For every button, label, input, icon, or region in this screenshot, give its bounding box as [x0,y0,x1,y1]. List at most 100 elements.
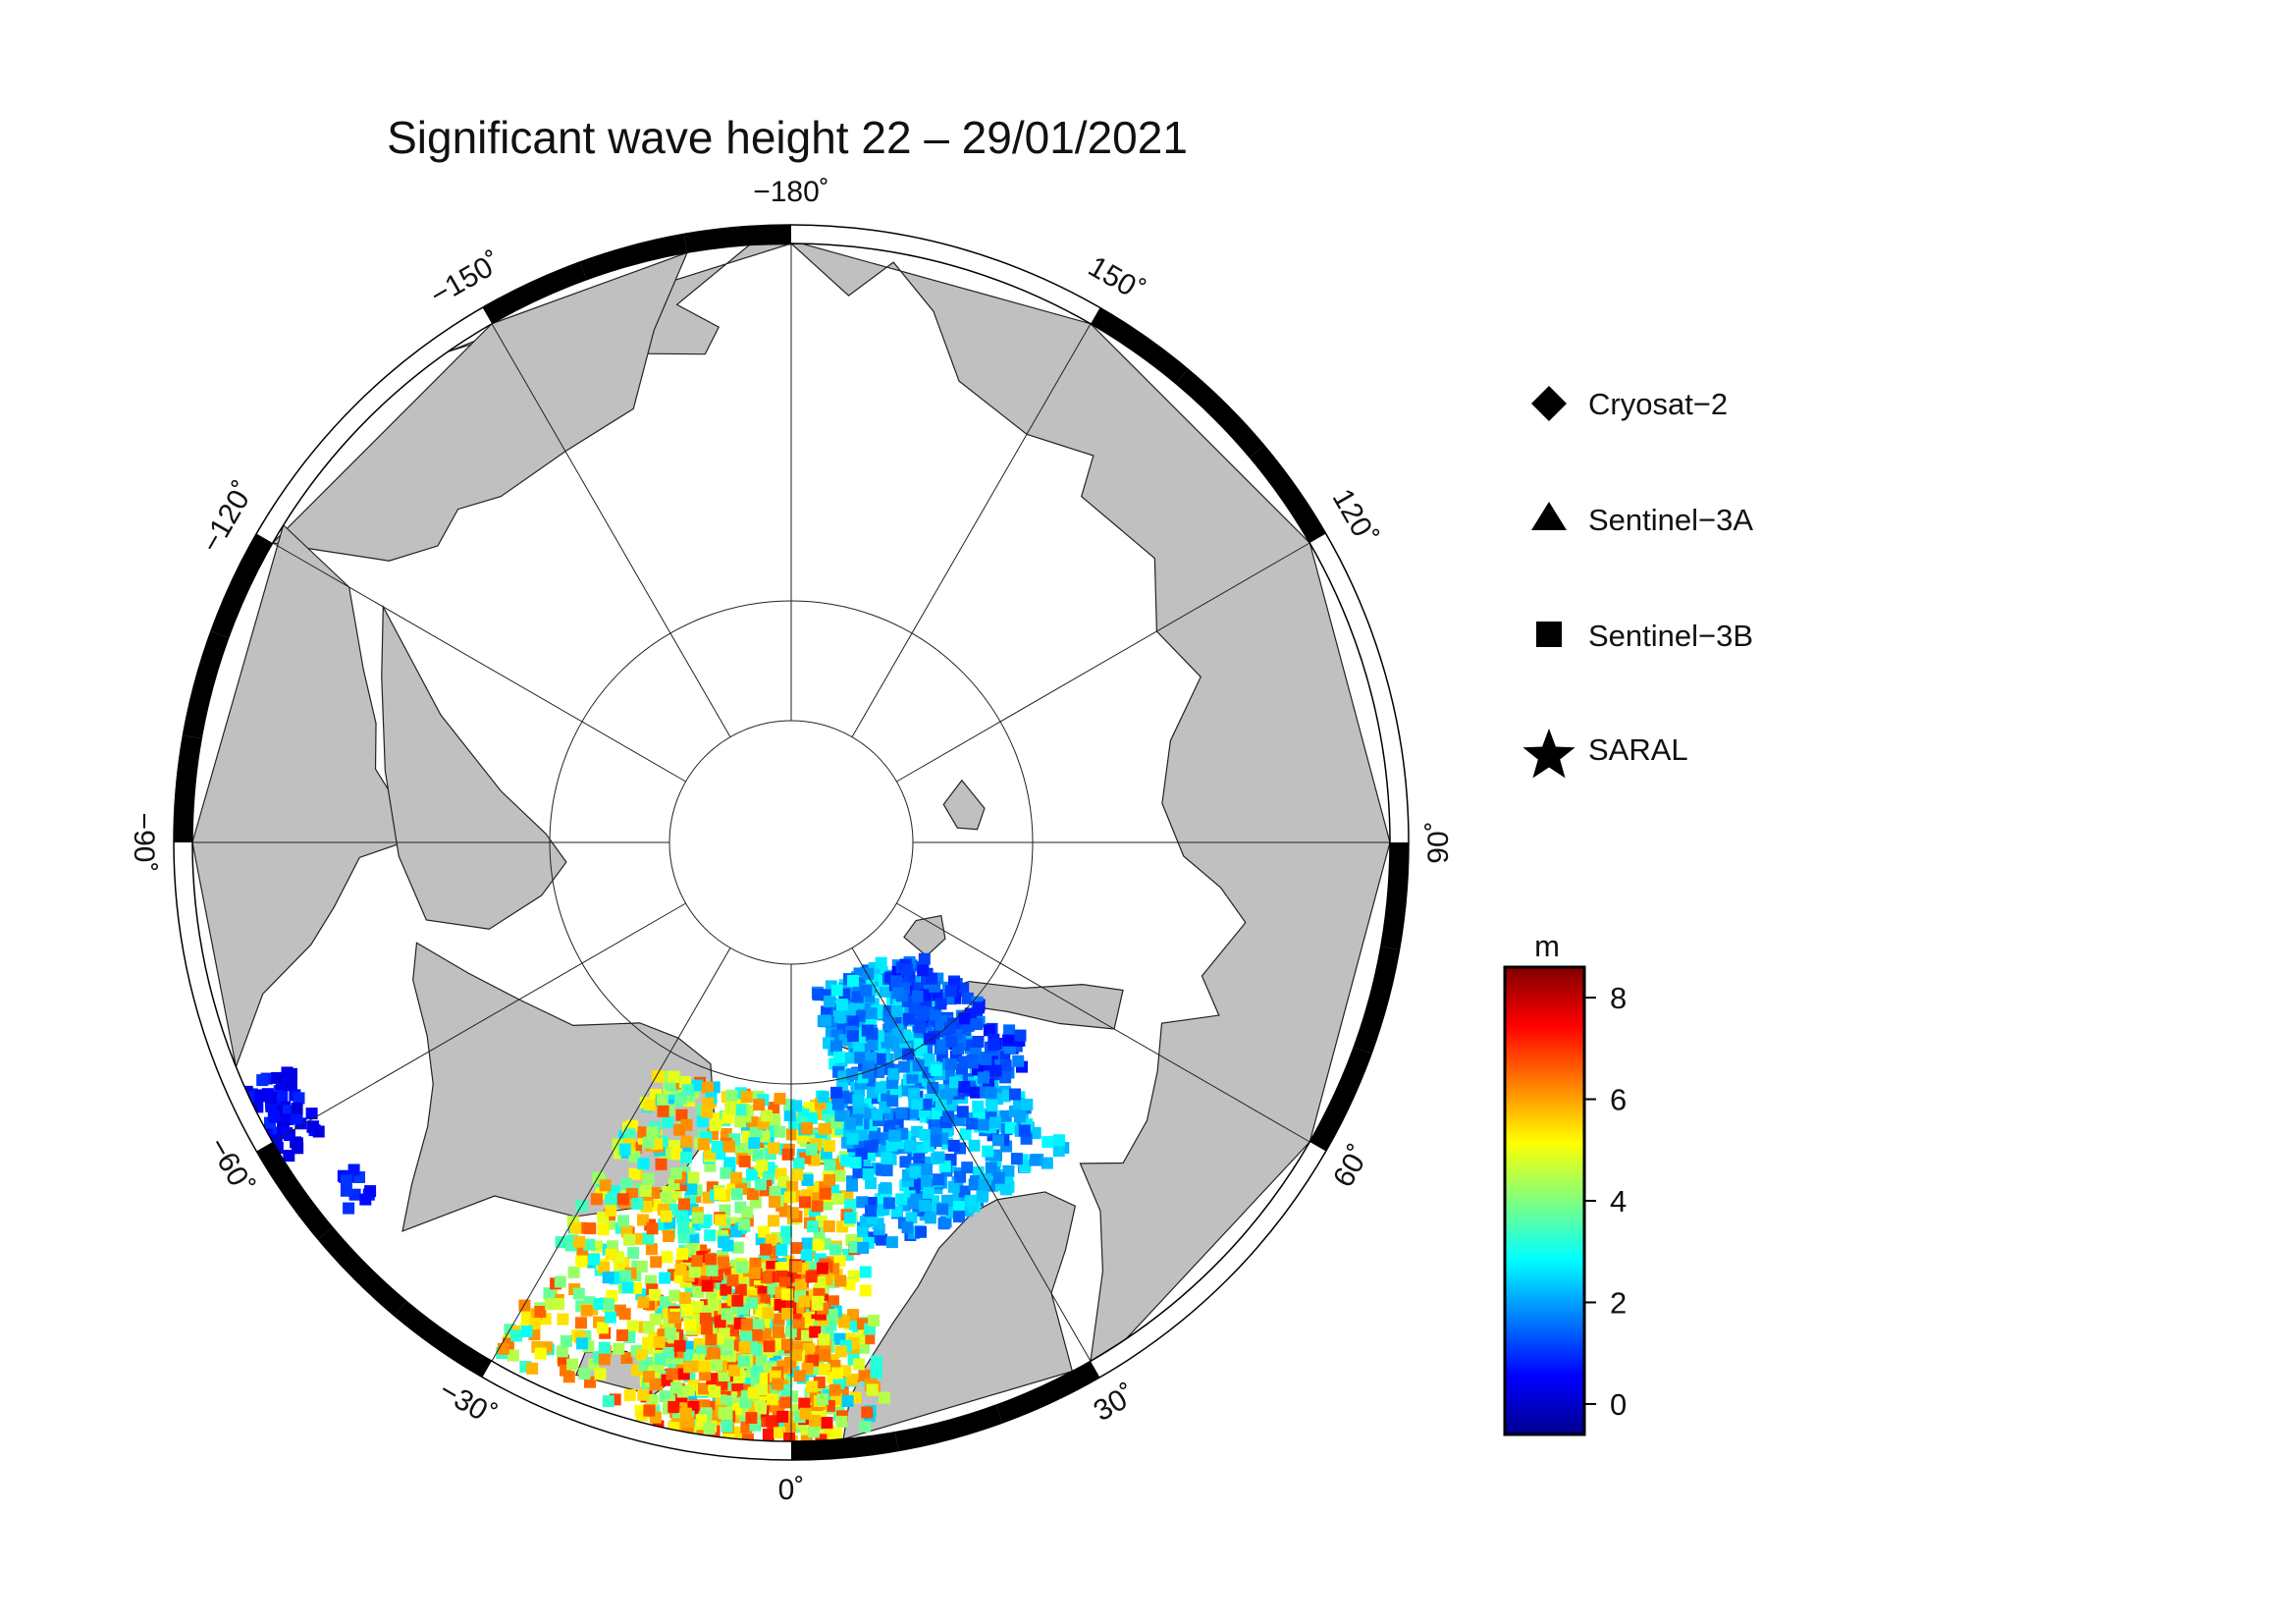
landmass-scandinavia [842,1191,1077,1440]
wave-height-cell [989,1116,1002,1129]
wave-height-cell [663,1230,675,1242]
wave-height-cell [599,1179,612,1192]
wave-height-cell [573,1235,586,1248]
wave-height-cell [746,1168,759,1181]
wave-height-cell [637,1214,649,1226]
wave-height-cell [341,1174,352,1187]
wave-height-cell [720,1166,732,1179]
wave-height-cell [809,1325,822,1338]
wave-height-cell [741,1206,754,1218]
wave-height-cell [679,1292,691,1304]
wave-height-cell [709,1385,721,1398]
wave-height-cell [837,1316,850,1328]
wave-height-cell [718,1236,730,1249]
wave-height-cell [710,1118,721,1131]
wave-height-cell [924,1212,936,1224]
wave-height-cell [898,1060,911,1073]
wave-height-cell [661,1251,673,1264]
wave-height-cell [750,1328,763,1341]
wave-height-cell [640,1200,653,1213]
wave-height-cell [717,1256,729,1269]
wave-height-cell [790,1100,803,1112]
wave-height-cell [919,1128,932,1141]
wave-height-cell [844,1117,857,1130]
wave-height-cell [756,1383,768,1396]
wave-height-cell [805,1271,818,1283]
wave-height-cell [359,1193,372,1206]
wave-height-cell [613,1342,625,1355]
wave-height-cell [653,1070,666,1083]
wave-height-cell [667,1070,680,1083]
wave-height-cell [915,1225,928,1238]
wave-height-cell [739,1396,752,1409]
wave-height-cell [657,1105,669,1117]
wave-height-cell [977,1189,989,1202]
wave-height-cell [605,1194,617,1207]
wave-height-cell [692,1285,705,1298]
legend-label-saral: SARAL [1588,732,1688,767]
wave-height-cell [791,1168,804,1181]
wave-height-cell [831,1367,843,1380]
wave-height-cell [734,1283,747,1296]
wave-height-cell [741,1434,754,1441]
wave-height-cell [749,1257,762,1270]
wave-height-cell [911,990,924,1002]
wave-height-cell [947,1139,960,1152]
wave-height-cell [667,1400,680,1413]
wave-height-cell [880,1182,892,1195]
wave-height-cell [857,1242,870,1254]
wave-height-cell [919,1200,932,1213]
wave-height-cell [828,1383,841,1396]
wave-height-cell [1014,1029,1027,1042]
wave-height-cell [774,1427,786,1439]
wave-height-cell [999,1183,1012,1196]
wave-height-cell [554,1275,566,1288]
wave-height-cell [639,1184,652,1197]
wave-height-cell [798,1295,811,1308]
wave-height-cell [635,1261,648,1272]
wave-height-cell [933,1151,945,1163]
wave-height-cell [1003,1024,1016,1037]
wave-height-cell [699,1312,712,1325]
wave-height-cell [666,1368,678,1380]
wave-height-cell [561,1334,572,1347]
wave-height-cell [597,1223,610,1236]
wave-height-cell [933,1173,945,1186]
wave-height-cell [824,995,835,1007]
wave-height-cell [598,1261,611,1273]
colorbar-tick-label: 2 [1610,1285,1627,1320]
wave-height-cell [696,1115,709,1128]
wave-height-cell [603,1298,615,1311]
frame-segment [174,841,202,950]
wave-height-cell [863,1332,876,1345]
wave-height-cell [720,1283,732,1296]
wave-height-cell [755,1402,768,1415]
wave-height-cell [648,1288,661,1301]
wave-height-cell [1029,1154,1041,1166]
wave-height-cell [934,998,947,1010]
wave-height-cell [830,1040,842,1053]
wave-height-cell [707,1299,720,1312]
wave-height-cell [779,1396,792,1409]
wave-height-cell [778,1276,791,1289]
wave-height-cell [780,1225,793,1238]
wave-height-cell [829,1243,841,1256]
wave-height-cell [823,1140,835,1153]
wave-height-cell [805,1111,818,1124]
wave-height-cell [701,1279,714,1292]
wave-height-cell [830,984,843,997]
wave-height-cell [691,1079,704,1092]
wave-height-cell [765,1415,777,1428]
wave-height-cell [812,1238,825,1251]
wave-height-cell [834,1274,847,1287]
wave-height-cell [830,1086,843,1099]
legend-item-cryosat: Cryosat−2 [1531,386,1728,421]
wave-height-cell [942,1110,955,1123]
wave-height-cell [753,1099,766,1111]
wave-height-cell [602,1395,614,1408]
wave-height-cell [268,1110,280,1123]
wave-height-cell [945,1057,958,1070]
legend-item-sentinel-3b: Sentinel−3B [1536,619,1753,653]
wave-height-cell [740,1091,753,1104]
